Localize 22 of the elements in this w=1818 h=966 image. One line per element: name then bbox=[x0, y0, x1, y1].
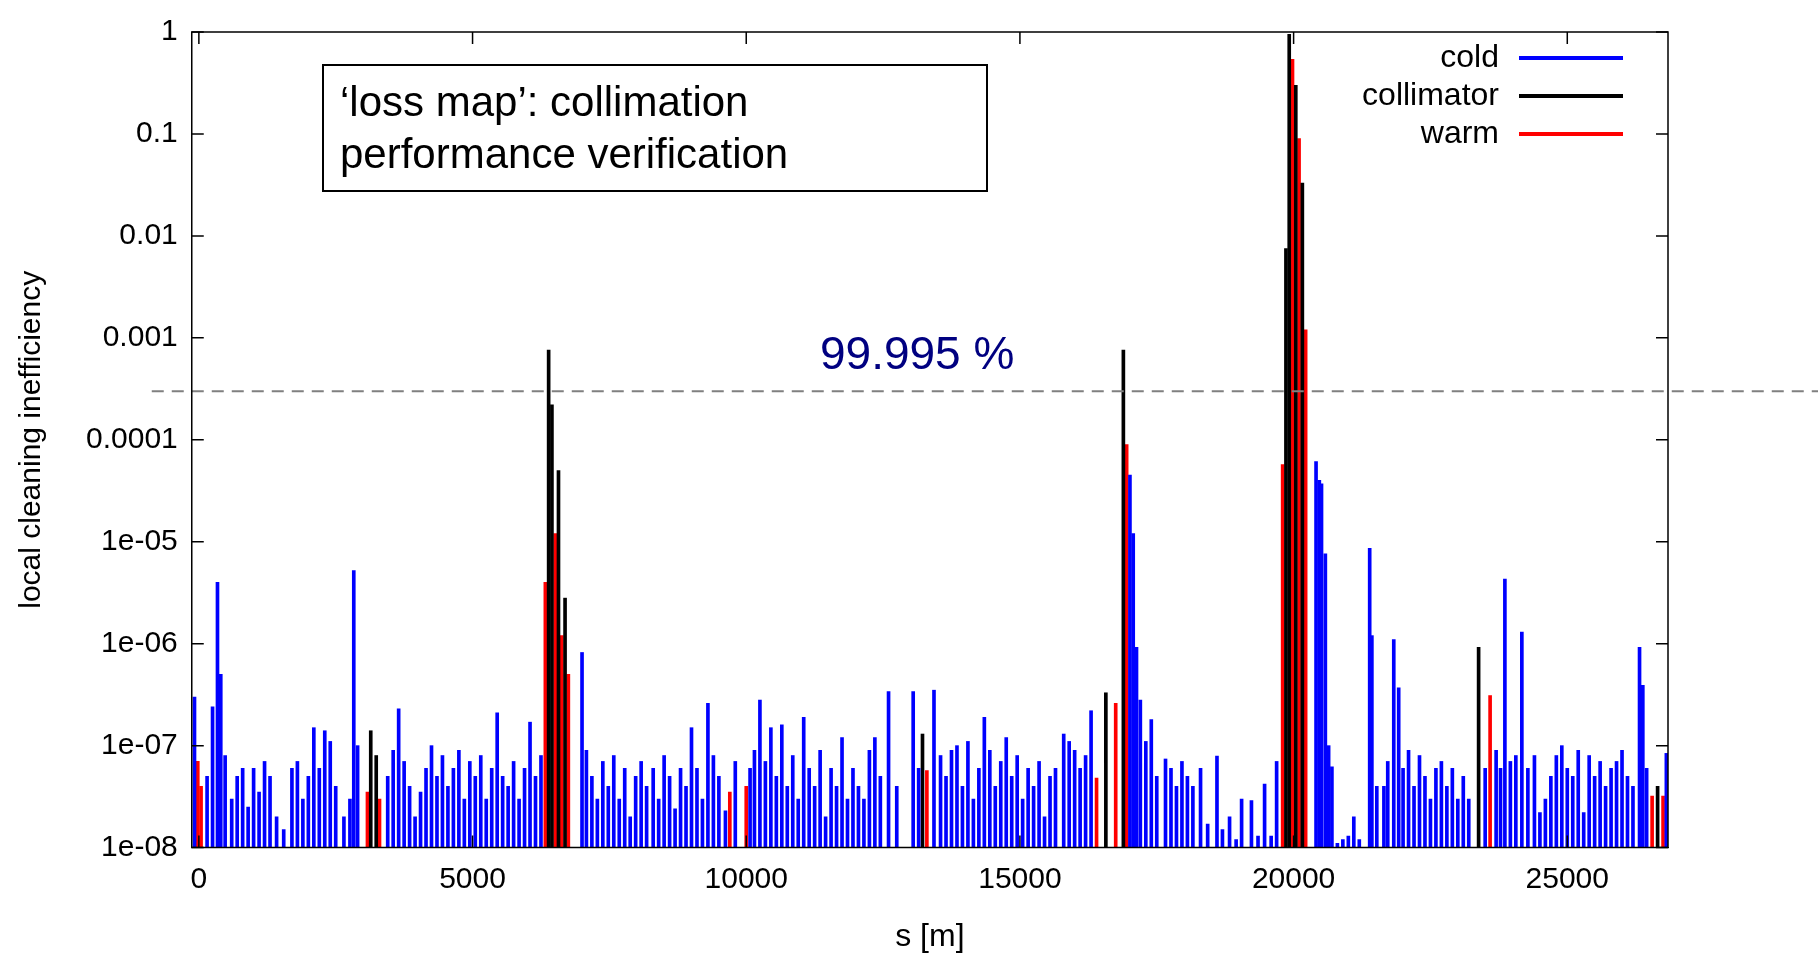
x-tick-label: 5000 bbox=[439, 860, 506, 894]
y-tick-label: 0.0001 bbox=[85, 421, 178, 455]
x-tick-label: 15000 bbox=[978, 860, 1062, 894]
y-tick-label: 0.01 bbox=[119, 217, 178, 251]
x-tick-label: 10000 bbox=[704, 860, 788, 894]
legend-label: cold bbox=[1440, 37, 1499, 74]
annotation: ‘loss map’: collimation performance verification bbox=[322, 64, 988, 192]
x-axis-title: s [m] bbox=[895, 916, 965, 953]
annotation: 99.995 % bbox=[820, 326, 1015, 380]
y-tick-label: 0.1 bbox=[136, 115, 178, 149]
x-tick-label: 25000 bbox=[1525, 860, 1609, 894]
y-tick-label: 1 bbox=[161, 13, 178, 47]
y-tick-label: 1e-08 bbox=[101, 828, 178, 862]
legend-label: collimator bbox=[1362, 75, 1500, 112]
x-tick-label: 0 bbox=[190, 860, 208, 894]
legend-label: warm bbox=[1419, 113, 1499, 150]
y-axis-title: local cleaning inefficiency bbox=[13, 270, 47, 609]
y-tick-label: 1e-07 bbox=[101, 726, 178, 760]
y-tick-label: 1e-05 bbox=[101, 523, 178, 557]
y-tick-label: 1e-06 bbox=[101, 624, 178, 658]
y-tick-label: 0.001 bbox=[102, 319, 178, 353]
x-tick-label: 20000 bbox=[1251, 860, 1336, 894]
